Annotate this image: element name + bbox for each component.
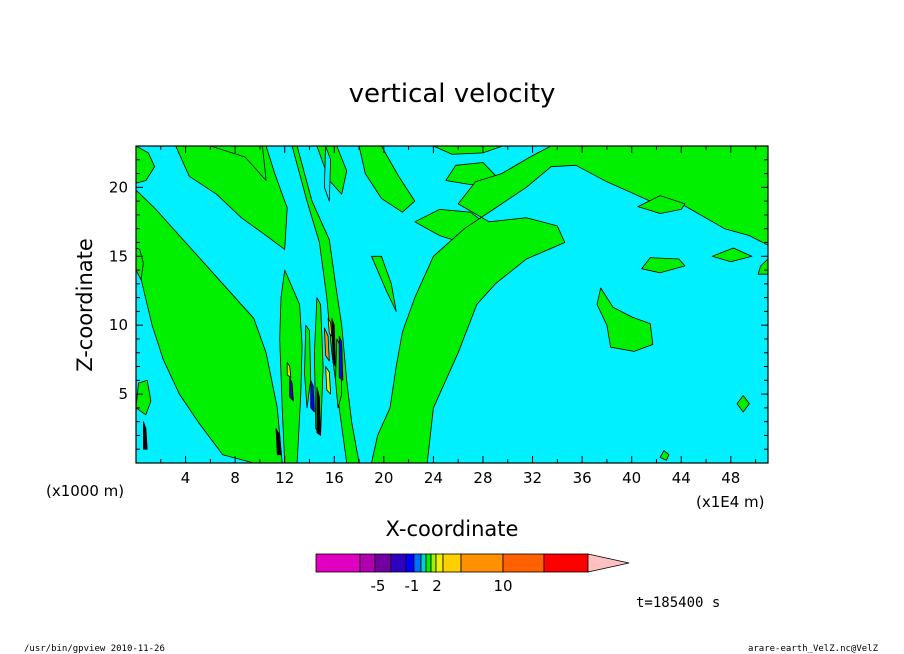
x-tick-label: 12 <box>275 469 294 487</box>
colorbar-label: -5 <box>371 577 386 595</box>
colorbar-segment <box>587 553 630 573</box>
footer-right: arare-earth_VelZ.nc@VelZ <box>748 644 879 654</box>
x-tick-label: 8 <box>230 469 240 487</box>
x-tick-label: 36 <box>573 469 592 487</box>
contour-region <box>324 146 331 202</box>
colorbar-label: -1 <box>405 577 420 595</box>
contour-region <box>136 189 283 463</box>
colorbar-segment <box>425 553 432 573</box>
colorbar-label: 2 <box>432 577 442 595</box>
colorbar-segment <box>442 553 462 573</box>
contour-region <box>637 195 686 214</box>
colorbar <box>315 553 630 573</box>
contour-region <box>310 379 315 413</box>
x-tick-label: 44 <box>672 469 691 487</box>
plot-frame <box>135 145 769 464</box>
colorbar-segment <box>435 553 444 573</box>
time-label: t=185400 s <box>636 595 720 611</box>
contour-region <box>325 366 331 395</box>
x-axis-ticks: 4 8 12 16 20 24 28 32 36 40 44 48 <box>160 146 757 487</box>
contour-region <box>327 317 333 337</box>
colorbar-segment <box>359 553 376 573</box>
contour-region <box>286 362 292 378</box>
x-tick-label: 24 <box>424 469 443 487</box>
colorbar-segment <box>460 553 504 573</box>
x-tick-label: 16 <box>325 469 344 487</box>
colorbar-segment <box>543 553 589 573</box>
contour-region <box>338 335 344 381</box>
colorbar-segment <box>502 553 545 573</box>
contour-region <box>324 327 330 362</box>
contour-region <box>210 146 267 181</box>
x-tick-label: 48 <box>721 469 740 487</box>
contour-region <box>641 257 686 274</box>
x-scale-note: (x1E4 m) <box>696 493 765 511</box>
footer-left: /usr/bin/gpview 2010-11-26 <box>24 644 165 654</box>
contour-region <box>596 287 654 352</box>
contour-region <box>371 255 397 312</box>
y-scale-note: (x1000 m) <box>46 482 124 500</box>
y-tick-label: 5 <box>118 385 128 403</box>
contour-region <box>143 421 148 450</box>
contour-region <box>736 395 750 413</box>
x-tick-label: 28 <box>473 469 492 487</box>
colorbar-labels: -5 -1 2 10 <box>371 577 513 595</box>
contour-region <box>371 146 768 463</box>
y-axis-label: Z-coordinate <box>73 238 97 372</box>
contour-region <box>279 269 303 463</box>
contour-region <box>316 386 321 436</box>
contour-region <box>331 317 336 367</box>
x-tick-label: 20 <box>374 469 393 487</box>
x-axis-label: X-coordinate <box>386 517 519 541</box>
y-tick-label: 10 <box>109 316 128 334</box>
x-tick-label: 32 <box>523 469 542 487</box>
contour-region <box>136 146 155 184</box>
contour-region <box>711 247 753 263</box>
contour-region <box>659 450 670 461</box>
y-tick-label: 20 <box>109 178 128 196</box>
x-tick-label: 4 <box>181 469 191 487</box>
colorbar-segment <box>390 553 407 573</box>
plot-area <box>136 146 768 463</box>
colorbar-segment <box>413 553 422 573</box>
chart-title: vertical velocity <box>349 79 556 109</box>
contour-region <box>275 428 282 456</box>
colorbar-label: 10 <box>493 577 512 595</box>
y-tick-label: 15 <box>109 247 128 265</box>
contour-region <box>304 324 312 409</box>
x-tick-label: 40 <box>622 469 641 487</box>
colorbar-segment <box>374 553 392 573</box>
colorbar-segment <box>430 553 437 573</box>
contour-region <box>289 377 294 402</box>
contour-fill-layer <box>136 146 768 463</box>
y-axis-ticks: 5 10 15 20 <box>109 159 768 450</box>
colorbar-segment <box>315 553 361 573</box>
contour-region <box>136 379 152 416</box>
colorbar-segment <box>405 553 415 573</box>
contour-region <box>291 146 360 463</box>
colorbar-segment <box>420 553 427 573</box>
